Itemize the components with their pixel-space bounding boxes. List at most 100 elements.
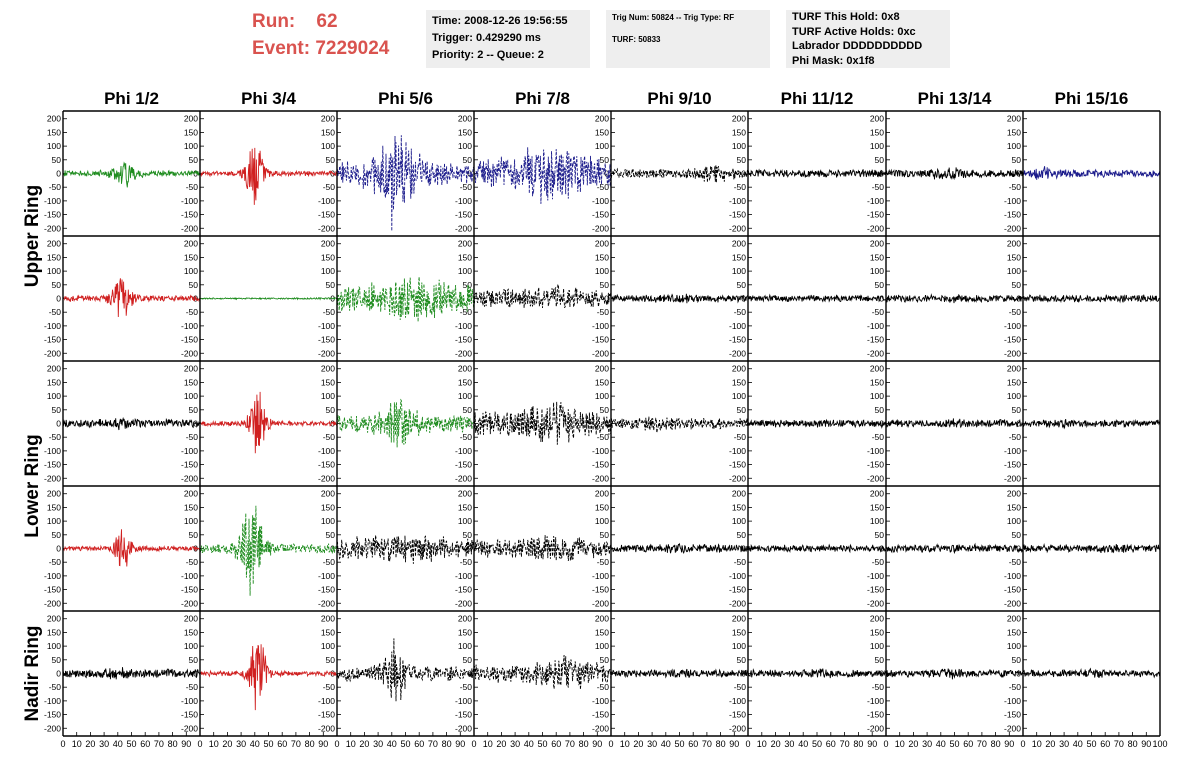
x-tick-label: 90 xyxy=(455,739,465,749)
y-tick-label: 200 xyxy=(184,239,198,249)
x-tick-label: 10 xyxy=(209,739,219,749)
y-tick-label: 200 xyxy=(458,614,472,624)
y-tick-label: -100 xyxy=(318,446,335,456)
y-tick-label: 200 xyxy=(458,364,472,374)
y-tick-label: -100 xyxy=(729,571,746,581)
y-tick-label: 100 xyxy=(184,391,198,401)
y-tick-label: -150 xyxy=(867,210,884,220)
y-tick-label: -100 xyxy=(455,321,472,331)
y-tick-label: 200 xyxy=(321,239,335,249)
y-tick-label: 50 xyxy=(600,405,610,415)
y-tick-label: -100 xyxy=(1004,196,1021,206)
x-tick-label: 90 xyxy=(318,739,328,749)
y-tick-label: 200 xyxy=(732,614,746,624)
y-tick-label: 0 xyxy=(467,294,472,304)
x-tick-label: 70 xyxy=(565,739,575,749)
y-tick-label: -150 xyxy=(592,710,609,720)
y-tick-label: 50 xyxy=(52,405,62,415)
y-tick-label: 100 xyxy=(732,516,746,526)
y-tick-label: 100 xyxy=(1007,391,1021,401)
x-tick-label: 30 xyxy=(99,739,109,749)
y-tick-label: 50 xyxy=(463,155,473,165)
y-tick-label: 100 xyxy=(870,266,884,276)
x-tick-label: 90 xyxy=(181,739,191,749)
y-tick-label: -200 xyxy=(592,598,609,608)
y-tick-label: -200 xyxy=(318,598,335,608)
y-tick-label: 0 xyxy=(604,669,609,679)
y-tick-label: -150 xyxy=(592,460,609,470)
waveform-trace xyxy=(473,283,612,309)
x-tick-label: 20 xyxy=(1045,739,1055,749)
y-tick-label: -150 xyxy=(455,460,472,470)
y-tick-label: -150 xyxy=(1004,710,1021,720)
y-tick-label: 100 xyxy=(732,391,746,401)
y-tick-label: -150 xyxy=(181,335,198,345)
x-tick-label: 90 xyxy=(1141,739,1151,749)
y-tick-label: 0 xyxy=(604,544,609,554)
x-tick-label: 30 xyxy=(510,739,520,749)
y-tick-label: -150 xyxy=(1004,460,1021,470)
y-tick-label: 0 xyxy=(193,169,198,179)
run-label: Run: xyxy=(252,11,296,32)
y-tick-label: 50 xyxy=(463,655,473,665)
y-tick-label: 200 xyxy=(595,489,609,499)
x-tick-label: 40 xyxy=(661,739,671,749)
y-tick-label: 150 xyxy=(321,377,335,387)
x-tick-label: 60 xyxy=(1100,739,1110,749)
y-tick-label: -100 xyxy=(1004,446,1021,456)
y-tick-label: 200 xyxy=(732,114,746,124)
y-tick-label: -100 xyxy=(867,446,884,456)
waveform-trace xyxy=(473,655,612,690)
waveform-trace xyxy=(336,638,475,702)
x-tick-label: 20 xyxy=(633,739,643,749)
column-title: Phi 1/2 xyxy=(104,89,159,108)
y-tick-label: -150 xyxy=(729,335,746,345)
y-tick-label: -200 xyxy=(455,723,472,733)
column-title: Phi 7/8 xyxy=(515,89,570,108)
y-tick-label: 200 xyxy=(184,114,198,124)
x-tick-label: 70 xyxy=(977,739,987,749)
x-tick-label: 20 xyxy=(771,739,781,749)
y-tick-label: 200 xyxy=(870,114,884,124)
y-tick-label: -100 xyxy=(867,196,884,206)
y-tick-label: 200 xyxy=(184,614,198,624)
y-tick-label: -100 xyxy=(729,446,746,456)
x-tick-label: 70 xyxy=(1114,739,1124,749)
y-tick-label: 200 xyxy=(732,364,746,374)
y-tick-label: 150 xyxy=(870,252,884,262)
y-tick-label: -150 xyxy=(44,210,61,220)
y-tick-label: 50 xyxy=(326,655,336,665)
turf-active-text: TURF Active Holds: 0xc xyxy=(792,25,916,38)
y-tick-label: -50 xyxy=(186,182,199,192)
y-tick-label: 150 xyxy=(870,377,884,387)
y-tick-label: -50 xyxy=(1009,182,1022,192)
y-tick-label: -150 xyxy=(44,710,61,720)
x-tick-label: 0 xyxy=(334,739,339,749)
trig-info-box: Trig Num: 50824 -- Trig Type: RF TURF: 5… xyxy=(606,10,770,68)
y-tick-label: -50 xyxy=(734,307,747,317)
y-tick-label: -50 xyxy=(49,557,62,567)
waveform-trace xyxy=(336,135,475,232)
y-tick-label: -150 xyxy=(318,460,335,470)
waveform-trace xyxy=(336,398,475,448)
y-tick-label: -150 xyxy=(729,460,746,470)
y-tick-label: -100 xyxy=(181,571,198,581)
y-tick-label: -150 xyxy=(729,210,746,220)
x-tick-label: 0 xyxy=(471,739,476,749)
y-tick-label: 100 xyxy=(870,391,884,401)
x-tick-label: 80 xyxy=(1128,739,1138,749)
y-tick-label: -50 xyxy=(872,432,885,442)
y-tick-label: -100 xyxy=(867,571,884,581)
y-tick-label: -200 xyxy=(455,223,472,233)
y-tick-label: 150 xyxy=(321,627,335,637)
y-tick-label: 100 xyxy=(321,141,335,151)
y-tick-label: 200 xyxy=(321,614,335,624)
waveform-trace xyxy=(199,391,338,454)
y-tick-label: 150 xyxy=(184,502,198,512)
y-tick-label: 150 xyxy=(595,627,609,637)
y-tick-label: -50 xyxy=(872,557,885,567)
y-tick-label: 150 xyxy=(184,377,198,387)
y-tick-label: 100 xyxy=(458,641,472,651)
y-tick-label: 50 xyxy=(463,530,473,540)
x-tick-label: 10 xyxy=(620,739,630,749)
